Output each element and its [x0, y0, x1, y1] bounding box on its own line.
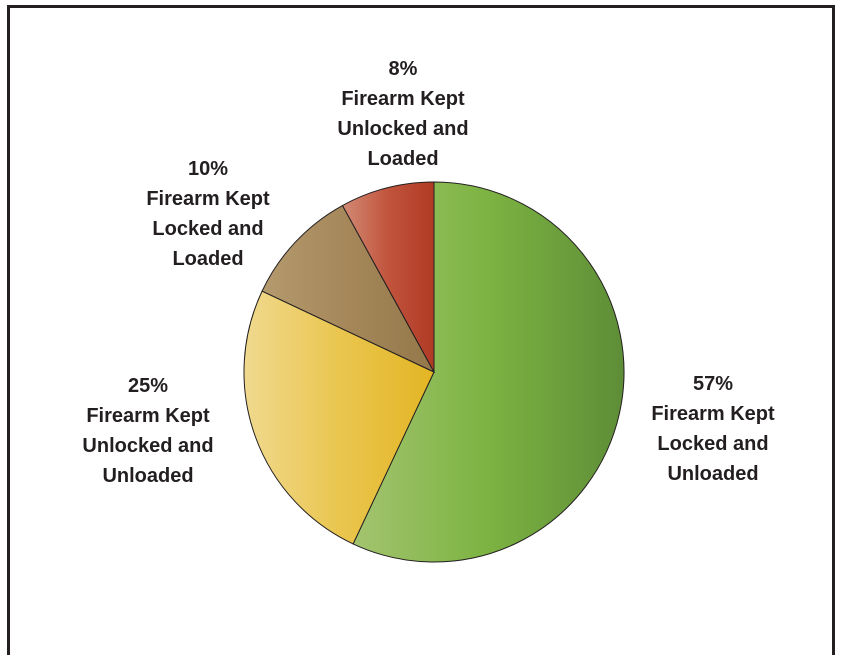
pie-slice-unlocked-unloaded: [243, 290, 435, 545]
slice-percent: 25%: [128, 375, 168, 397]
slice-label-line: Loaded: [367, 148, 438, 170]
slice-percent: 10%: [188, 158, 228, 180]
slice-percent: 57%: [693, 373, 733, 395]
slice-label-line: Unloaded: [102, 465, 193, 487]
pie-slice-locked-unloaded: [352, 181, 625, 563]
slice-label-locked-loaded: 10% Firearm Kept Locked and Loaded: [146, 158, 270, 270]
slice-label-line: Locked and: [152, 218, 263, 240]
slice-label-line: Firearm Kept: [86, 405, 210, 427]
slice-label-line: Unloaded: [667, 463, 758, 485]
slice-label-line: Unlocked and: [337, 118, 468, 140]
slice-label-line: Firearm Kept: [651, 403, 775, 425]
slice-label-locked-unloaded: 57% Firearm Kept Locked and Unloaded: [651, 373, 775, 485]
slice-label-line: Loaded: [172, 248, 243, 270]
slice-label-line: Firearm Kept: [341, 88, 465, 110]
slice-label-line: Unlocked and: [82, 435, 213, 457]
pie-slice-unlocked-loaded: [341, 181, 435, 373]
slice-percent: 8%: [389, 58, 418, 80]
pie-slice-locked-loaded: [261, 204, 436, 374]
slice-label-line: Firearm Kept: [146, 188, 270, 210]
slice-label-unlocked-loaded: 8% Firearm Kept Unlocked and Loaded: [337, 58, 468, 170]
slice-label-unlocked-unloaded: 25% Firearm Kept Unlocked and Unloaded: [82, 375, 213, 487]
slice-label-line: Locked and: [657, 433, 768, 455]
